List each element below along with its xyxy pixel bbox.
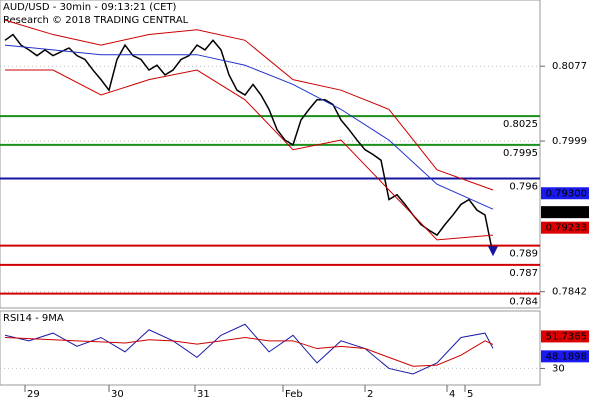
price-box [541, 350, 589, 363]
series-line [5, 69, 494, 241]
series-line [4, 337, 494, 367]
price-box-label: 48.1898 [546, 351, 587, 362]
price-box [541, 206, 589, 219]
price-box-label: 0.79300 [546, 188, 587, 199]
price-panel [0, 0, 541, 309]
series-line [4, 323, 494, 375]
x-tick-label: Feb [285, 389, 303, 400]
x-tick-label: 29 [27, 389, 40, 400]
level-label: 0.784 [509, 297, 538, 308]
price-box [541, 330, 589, 343]
y-tick-label: 0.8077 [552, 61, 587, 72]
rsi-title: RSI14 - 9MA [3, 313, 64, 324]
y-tick-label: 0.7999 [552, 136, 587, 147]
y-tick-label: 30 [552, 363, 565, 374]
series-line [4, 19, 494, 191]
y-tick-label: 0.7842 [552, 287, 587, 298]
x-tick-label: 5 [467, 389, 473, 400]
level-label: 0.8025 [503, 119, 538, 130]
rsi-panel [0, 310, 541, 386]
x-tick-label: 4 [449, 389, 455, 400]
arrow-head [488, 246, 498, 257]
level-label: 0.796 [509, 181, 538, 192]
x-tick-label: 30 [111, 389, 124, 400]
price-box-label: 0.79233 [546, 223, 587, 234]
level-label: 0.787 [509, 268, 538, 279]
price-box [541, 187, 589, 200]
series-line [4, 44, 494, 210]
price-box-label: 0.79249 [546, 207, 587, 218]
chart-title: AUD/USD - 30min - 09:13:21 (CET) [3, 2, 177, 13]
x-tick-label: 2 [367, 389, 373, 400]
price-box [541, 221, 589, 234]
level-label: 0.789 [509, 249, 538, 260]
level-label: 0.7995 [503, 148, 538, 159]
chart-subtitle: Research © 2018 TRADING CENTRAL [3, 15, 189, 26]
price-box-label: 51.7365 [546, 331, 587, 342]
x-tick-label: 31 [197, 389, 210, 400]
